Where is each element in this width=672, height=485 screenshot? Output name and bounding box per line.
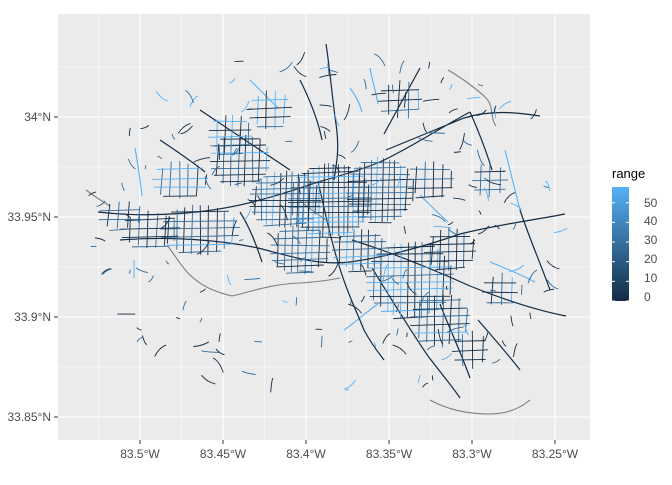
local-street — [213, 121, 247, 122]
local-street — [371, 160, 372, 220]
legend-colorbar — [612, 187, 629, 301]
local-street — [132, 246, 168, 247]
legend-label: 30 — [644, 233, 658, 247]
local-street — [346, 187, 414, 188]
local-street — [333, 164, 334, 235]
legend-title: range — [612, 166, 645, 181]
x-tick-label: 83.3°W — [452, 447, 492, 461]
local-street — [459, 298, 460, 342]
legend-label: 40 — [644, 214, 658, 228]
x-tick-label: 83.25°W — [532, 447, 579, 461]
local-street — [454, 359, 485, 360]
y-axis: 34°N 33.95°N 33.9°N 33.85°N — [8, 110, 59, 424]
local-street — [407, 333, 408, 337]
legend-label: 20 — [644, 252, 658, 266]
y-tick-label: 33.95°N — [8, 210, 52, 224]
local-street — [464, 232, 465, 268]
x-tick-label: 83.5°W — [120, 447, 160, 461]
legend: range 50 40 30 20 10 0 — [612, 166, 658, 304]
legend-label: 50 — [644, 196, 658, 210]
local-street — [346, 193, 414, 194]
local-street — [266, 91, 267, 129]
x-tick-label: 83.35°W — [366, 447, 413, 461]
local-street — [252, 137, 253, 183]
x-tick-label: 83.4°W — [286, 447, 326, 461]
local-street — [388, 248, 389, 311]
local-street — [177, 210, 178, 250]
y-tick-label: 34°N — [24, 110, 51, 124]
x-axis: 83.5°W 83.45°W 83.4°W 83.35°W 83.3°W 83.… — [120, 440, 578, 461]
local-street — [350, 174, 410, 175]
local-street — [208, 205, 209, 255]
y-tick-label: 33.9°N — [14, 310, 51, 324]
y-tick-label: 33.85°N — [8, 410, 52, 424]
x-tick-label: 83.45°W — [200, 447, 247, 461]
legend-label: 10 — [644, 271, 658, 285]
local-street — [209, 130, 251, 131]
local-street — [482, 292, 518, 293]
local-street — [401, 244, 402, 319]
local-street — [415, 242, 416, 318]
legend-label: 0 — [644, 290, 651, 304]
